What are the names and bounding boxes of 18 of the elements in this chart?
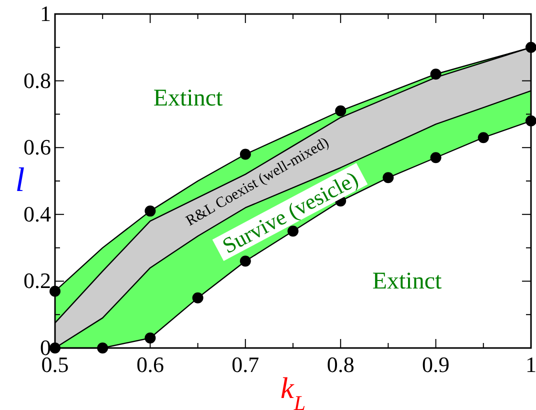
annotation: Extinct	[372, 268, 442, 294]
x-tick-label: 0.7	[232, 352, 260, 377]
point	[144, 206, 156, 217]
point	[430, 68, 442, 80]
x-tick-label: 0.6	[136, 352, 164, 377]
y-tick-label: 1	[40, 1, 51, 26]
y-axis-title: l	[15, 162, 25, 199]
y-tick-label: 0.8	[24, 68, 51, 93]
y-tick-label: 0.2	[24, 268, 51, 294]
x-tick-label: 1	[526, 352, 536, 377]
x-tick-label: 0.9	[422, 352, 450, 377]
annotation: Extinct	[153, 85, 223, 112]
x-axis-title: k$_{L}$	[280, 372, 306, 410]
y-tick-label: 0.6	[24, 134, 51, 160]
point	[335, 105, 346, 116]
x-tick-label: 0.8	[326, 352, 354, 377]
y-tick-label: 0.4	[24, 201, 51, 226]
point	[240, 148, 251, 160]
